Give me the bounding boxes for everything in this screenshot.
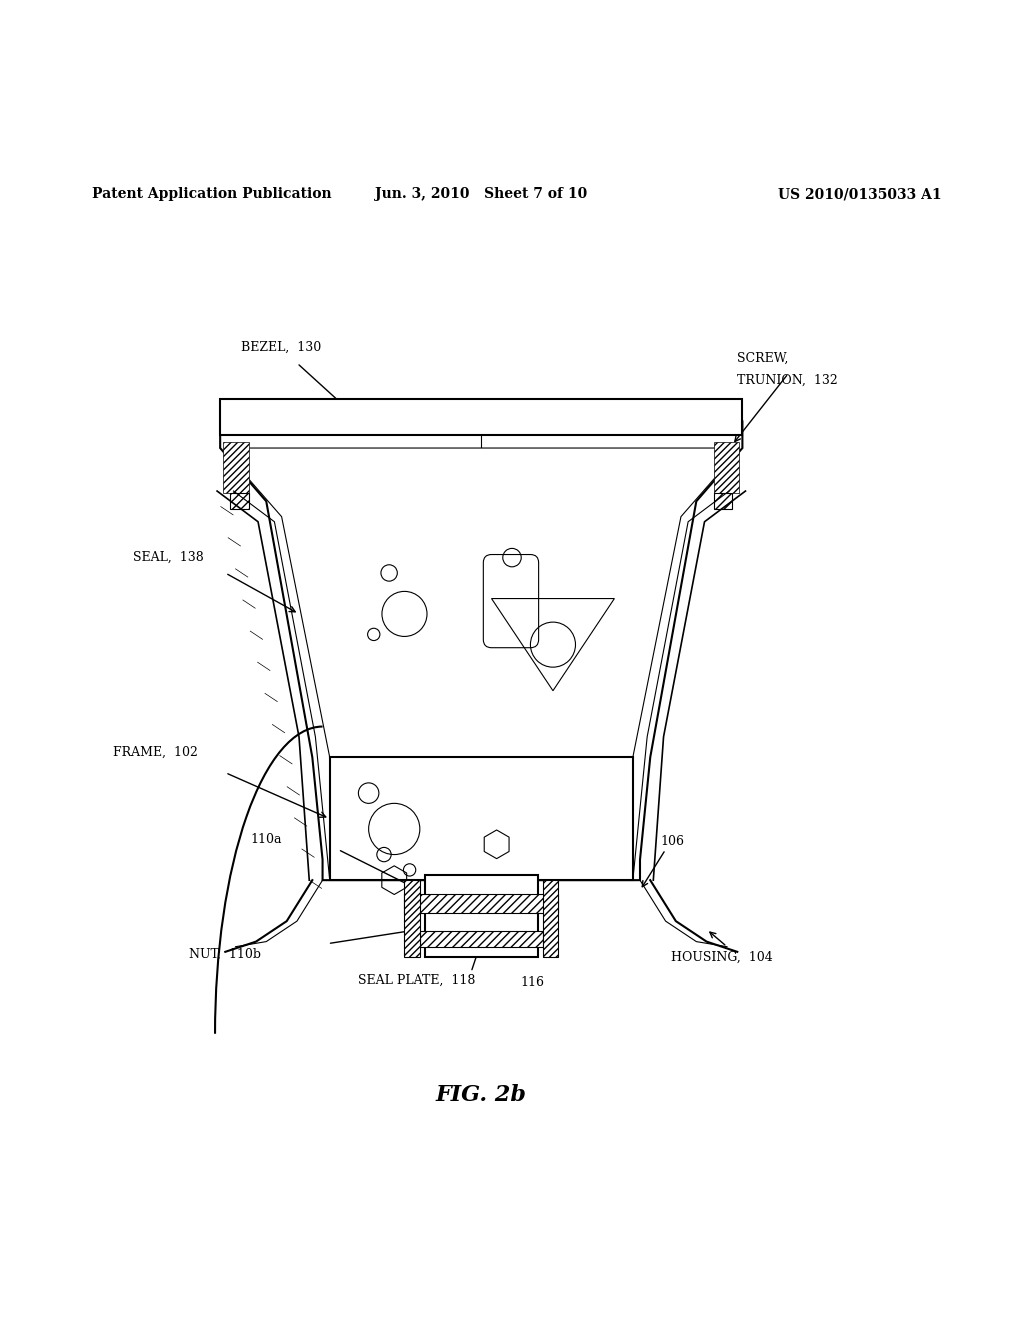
Bar <box>404 895 558 913</box>
Text: US 2010/0135033 A1: US 2010/0135033 A1 <box>778 187 942 201</box>
Bar <box>543 880 558 957</box>
Text: TRUNION,  132: TRUNION, 132 <box>737 374 838 387</box>
Text: 106: 106 <box>660 834 684 847</box>
Text: SEAL PLATE,  118: SEAL PLATE, 118 <box>358 974 476 987</box>
Text: NUT,  110b: NUT, 110b <box>189 948 261 961</box>
PathPatch shape <box>236 447 727 870</box>
FancyBboxPatch shape <box>483 554 539 648</box>
Text: 116: 116 <box>520 975 544 989</box>
Bar <box>223 442 249 494</box>
Bar <box>330 758 633 880</box>
Bar <box>425 875 538 957</box>
Text: FRAME,  102: FRAME, 102 <box>113 746 198 759</box>
Text: SEAL,  138: SEAL, 138 <box>133 552 204 564</box>
Bar <box>420 932 543 946</box>
Text: 110a: 110a <box>251 833 283 846</box>
Text: SCREW,: SCREW, <box>737 351 788 364</box>
Bar <box>714 442 739 494</box>
Text: Patent Application Publication: Patent Application Publication <box>92 187 332 201</box>
Text: Jun. 3, 2010   Sheet 7 of 10: Jun. 3, 2010 Sheet 7 of 10 <box>375 187 588 201</box>
PathPatch shape <box>220 421 742 880</box>
Text: BEZEL,  130: BEZEL, 130 <box>241 341 321 354</box>
Bar <box>220 399 742 434</box>
Bar <box>404 880 420 957</box>
Bar <box>714 494 732 510</box>
Text: HOUSING,  104: HOUSING, 104 <box>671 950 772 964</box>
Text: FIG. 2b: FIG. 2b <box>436 1084 526 1106</box>
Bar <box>230 494 249 510</box>
